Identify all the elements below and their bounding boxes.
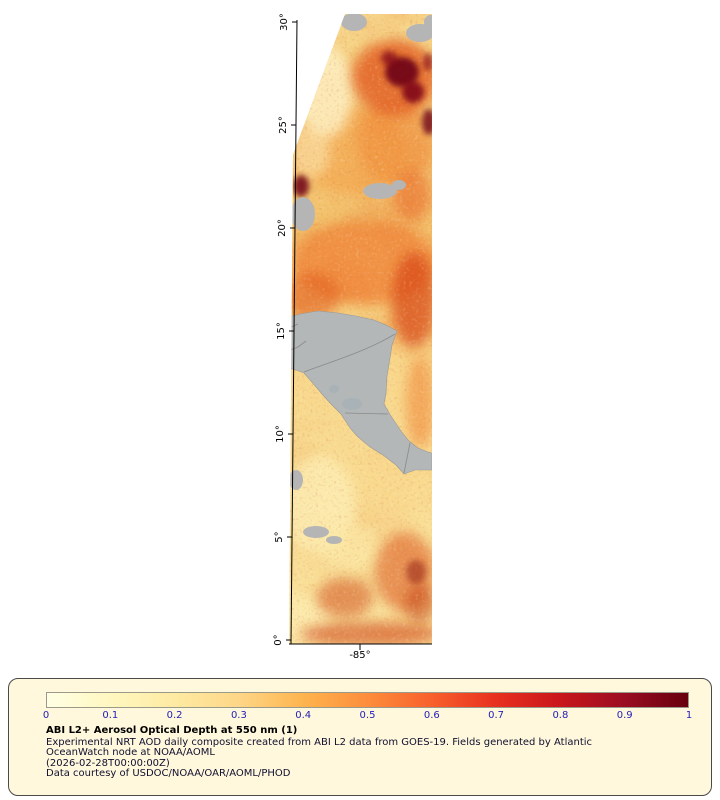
legend-courtesy: Data courtesy of USDOC/NOAA/OAR/AOML/PHO… <box>46 768 291 779</box>
aod-map <box>286 14 432 650</box>
aod-data-layer <box>289 14 432 644</box>
lake-nicaragua <box>342 398 362 410</box>
colorbar <box>46 692 689 708</box>
lat-tick-label: 30° <box>278 13 290 31</box>
central-america-landmass <box>289 310 432 475</box>
colorbar-tick-label: 0.9 <box>616 710 633 721</box>
legend-text-block: ABI L2+ Aerosol Optical Depth at 550 nm … <box>46 725 699 780</box>
legend-panel: 0 0.1 0.2 0.3 0.4 0.5 0.6 0.7 0.8 0.9 1 … <box>8 678 712 796</box>
lat-tick-label: 5° <box>273 531 285 543</box>
y-axis-line <box>290 19 298 645</box>
legend-timestamp: (2026-02-28T00:00:00Z) <box>46 757 170 769</box>
lat-tick-label: 15° <box>275 322 287 340</box>
y-axis-ticks <box>286 21 297 641</box>
colorbar-tick-label: 0.4 <box>295 710 312 721</box>
map-panel: 30° 25° 20° 15° 10° 5° 0° -85° <box>272 13 432 661</box>
colorbar-tick-label: 0.6 <box>423 710 440 721</box>
legend-title: ABI L2+ Aerosol Optical Depth at 550 nm … <box>46 725 298 736</box>
aod-dense-spots <box>293 51 432 584</box>
colorbar-tick-label: 0.3 <box>230 710 247 721</box>
lat-tick-label: 20° <box>276 219 288 237</box>
lat-tick-label: 0° <box>272 634 284 646</box>
legend-description-line: OceanWatch node at NOAA/AOML <box>46 747 215 758</box>
cloud-mask <box>289 14 432 544</box>
x-axis-line <box>289 643 432 650</box>
colorbar-tick-label: 0.7 <box>488 710 505 721</box>
lon-tick-label: -85° <box>349 650 371 661</box>
colorbar-tick-label: 0.5 <box>359 710 376 721</box>
colorbar-tick-label: 0.2 <box>166 710 183 721</box>
legend-description-line: Experimental NRT AOD daily composite cre… <box>46 736 593 748</box>
colorbar-tick-labels: 0 0.1 0.2 0.3 0.4 0.5 0.6 0.7 0.8 0.9 1 <box>42 710 693 723</box>
land-layer <box>289 310 432 475</box>
lat-tick-label: 25° <box>277 116 289 134</box>
colorbar-tick-label: 0.1 <box>102 710 119 721</box>
colorbar-tick-label: 0.8 <box>552 710 569 721</box>
map-axes <box>286 19 432 650</box>
lake-managua <box>329 385 339 393</box>
colorbar-tick-label: 1 <box>685 710 693 721</box>
lat-tick-label: 10° <box>274 425 286 443</box>
colorbar-tick-label: 0 <box>42 710 50 721</box>
